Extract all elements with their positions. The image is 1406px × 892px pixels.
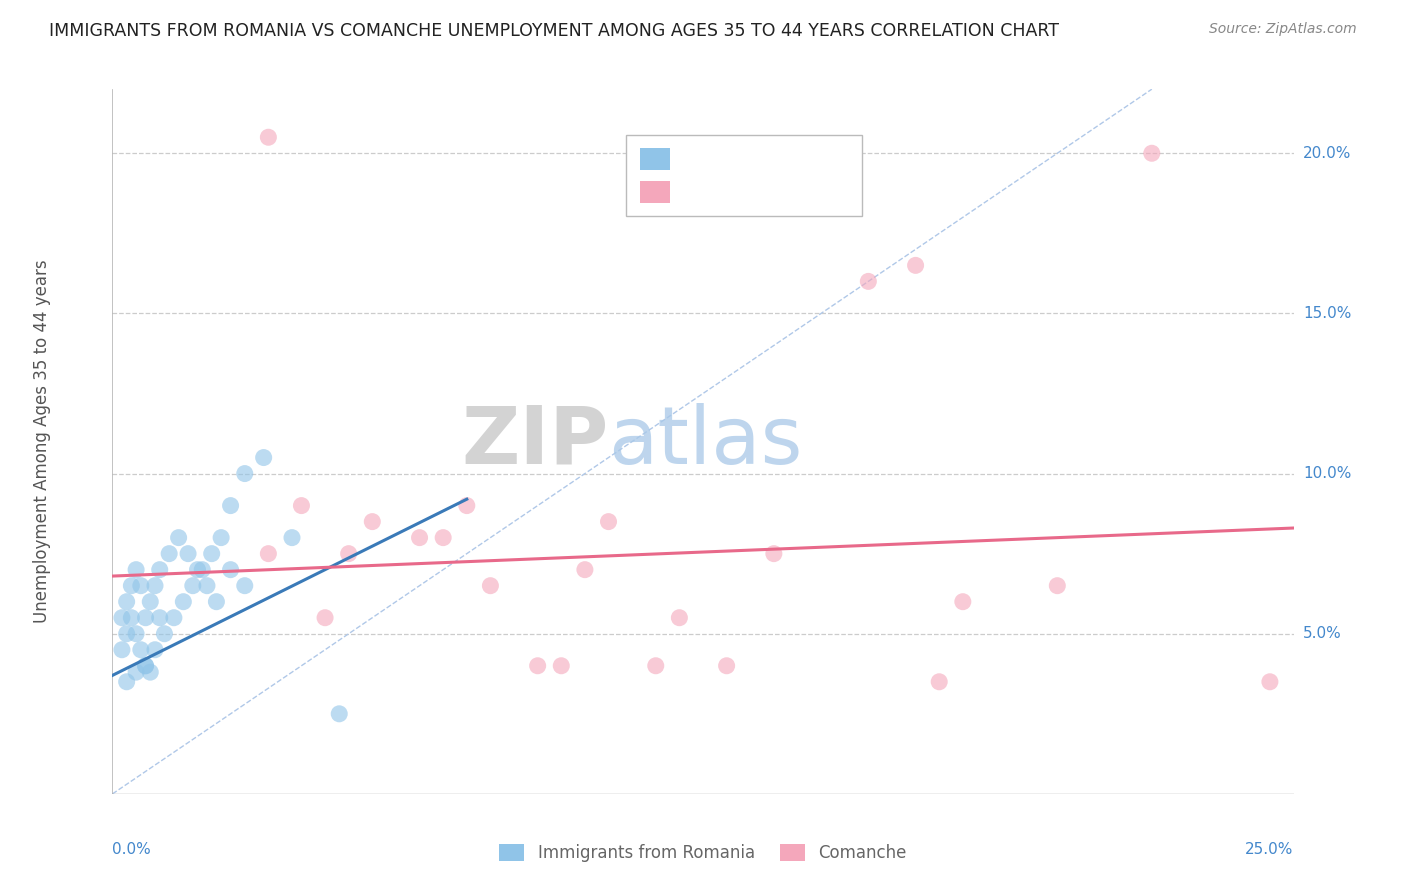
FancyBboxPatch shape	[640, 148, 669, 170]
Point	[115, 626, 138, 640]
Point	[111, 642, 134, 657]
Text: 0.0%: 0.0%	[112, 842, 152, 857]
Point	[143, 642, 166, 657]
Point	[328, 706, 350, 721]
Point	[120, 579, 142, 593]
FancyBboxPatch shape	[626, 135, 862, 216]
Point	[115, 674, 138, 689]
Point	[129, 642, 152, 657]
Point	[762, 547, 785, 561]
Point	[1140, 146, 1163, 161]
Point	[172, 595, 194, 609]
Point	[408, 531, 430, 545]
Point	[209, 531, 232, 545]
Point	[125, 626, 148, 640]
Point	[1258, 674, 1281, 689]
FancyBboxPatch shape	[640, 181, 669, 203]
Point	[149, 563, 172, 577]
Point	[233, 579, 256, 593]
Point	[201, 547, 224, 561]
Point	[281, 531, 304, 545]
Point	[205, 595, 228, 609]
Text: 10.0%: 10.0%	[1303, 467, 1351, 481]
Point	[139, 595, 162, 609]
Point	[135, 610, 157, 624]
Point	[550, 658, 572, 673]
Text: Source: ZipAtlas.com: Source: ZipAtlas.com	[1209, 22, 1357, 37]
Point	[644, 658, 666, 673]
Point	[191, 563, 214, 577]
Legend: Immigrants from Romania, Comanche: Immigrants from Romania, Comanche	[491, 836, 915, 871]
Point	[186, 563, 208, 577]
Point	[361, 515, 384, 529]
Point	[952, 595, 974, 609]
Point	[1046, 579, 1069, 593]
Point	[219, 499, 242, 513]
Point	[181, 579, 204, 593]
Point	[598, 515, 620, 529]
Point	[479, 579, 502, 593]
Point	[115, 595, 138, 609]
Point	[135, 658, 157, 673]
Point	[111, 610, 134, 624]
Point	[314, 610, 336, 624]
Text: Unemployment Among Ages 35 to 44 years: Unemployment Among Ages 35 to 44 years	[32, 260, 51, 624]
Point	[290, 499, 312, 513]
Point	[139, 665, 162, 680]
Text: 15.0%: 15.0%	[1303, 306, 1351, 321]
Point	[149, 610, 172, 624]
Point	[120, 610, 142, 624]
Point	[526, 658, 548, 673]
Text: atlas: atlas	[609, 402, 803, 481]
Point	[125, 665, 148, 680]
Point	[233, 467, 256, 481]
Point	[337, 547, 360, 561]
Text: ZIP: ZIP	[461, 402, 609, 481]
Point	[904, 258, 927, 272]
Point	[177, 547, 200, 561]
Point	[432, 531, 454, 545]
Point	[125, 563, 148, 577]
Point	[153, 626, 176, 640]
Text: R = 0.043   N = 23: R = 0.043 N = 23	[682, 185, 838, 200]
Point	[129, 579, 152, 593]
Point	[163, 610, 186, 624]
Point	[195, 579, 218, 593]
Point	[219, 563, 242, 577]
Point	[257, 130, 280, 145]
Point	[668, 610, 690, 624]
Point	[574, 563, 596, 577]
Point	[716, 658, 738, 673]
Point	[135, 658, 157, 673]
Point	[257, 547, 280, 561]
Text: R = 0.479   N = 41: R = 0.479 N = 41	[682, 152, 838, 167]
Text: 20.0%: 20.0%	[1303, 145, 1351, 161]
Point	[928, 674, 950, 689]
Point	[167, 531, 190, 545]
Text: 5.0%: 5.0%	[1303, 626, 1341, 641]
Text: 25.0%: 25.0%	[1246, 842, 1294, 857]
Point	[858, 274, 880, 288]
Text: IMMIGRANTS FROM ROMANIA VS COMANCHE UNEMPLOYMENT AMONG AGES 35 TO 44 YEARS CORRE: IMMIGRANTS FROM ROMANIA VS COMANCHE UNEM…	[49, 22, 1059, 40]
Point	[157, 547, 180, 561]
Point	[143, 579, 166, 593]
Point	[456, 499, 478, 513]
Point	[253, 450, 276, 465]
